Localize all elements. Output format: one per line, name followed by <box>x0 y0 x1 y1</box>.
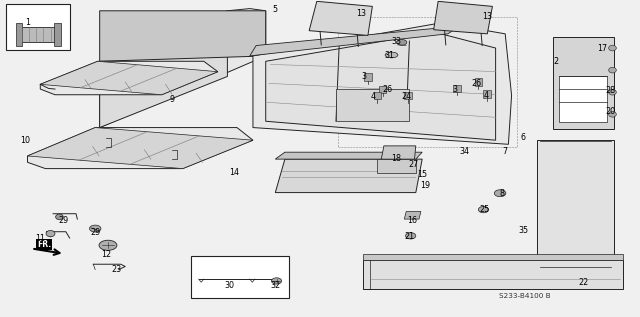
Text: 28: 28 <box>605 86 616 95</box>
Ellipse shape <box>609 112 616 117</box>
Polygon shape <box>474 78 482 86</box>
Polygon shape <box>100 11 266 61</box>
Polygon shape <box>54 23 61 46</box>
Polygon shape <box>20 27 57 42</box>
Text: 3: 3 <box>361 72 366 81</box>
Polygon shape <box>559 76 607 122</box>
Polygon shape <box>364 254 623 260</box>
Text: S233-B4100 B: S233-B4100 B <box>499 293 550 299</box>
Text: 6: 6 <box>520 133 525 141</box>
Text: 26: 26 <box>383 85 393 94</box>
Polygon shape <box>275 159 422 193</box>
Polygon shape <box>364 73 372 81</box>
Ellipse shape <box>609 45 616 51</box>
Polygon shape <box>28 127 253 169</box>
Text: 7: 7 <box>502 147 508 156</box>
Polygon shape <box>250 26 461 56</box>
Text: 3: 3 <box>453 85 458 94</box>
Ellipse shape <box>406 233 416 239</box>
Ellipse shape <box>46 230 55 237</box>
Text: 27: 27 <box>409 160 419 169</box>
Polygon shape <box>404 92 412 100</box>
Ellipse shape <box>56 214 63 220</box>
Polygon shape <box>40 61 218 95</box>
Polygon shape <box>309 1 372 36</box>
Text: 4: 4 <box>371 93 376 101</box>
Ellipse shape <box>397 40 407 45</box>
Text: 19: 19 <box>420 181 431 190</box>
Text: 1: 1 <box>25 18 30 27</box>
Polygon shape <box>28 127 253 169</box>
Polygon shape <box>266 32 495 140</box>
Text: 29: 29 <box>90 228 100 237</box>
Ellipse shape <box>99 240 117 250</box>
Text: 31: 31 <box>384 51 394 61</box>
Text: 17: 17 <box>597 44 607 53</box>
Polygon shape <box>404 211 421 219</box>
Text: 13: 13 <box>483 12 492 21</box>
Polygon shape <box>553 37 614 128</box>
Polygon shape <box>100 9 266 127</box>
Polygon shape <box>374 92 381 100</box>
Text: 20: 20 <box>605 107 616 116</box>
Text: 34: 34 <box>460 147 469 156</box>
Polygon shape <box>483 90 491 98</box>
Text: 13: 13 <box>356 9 367 18</box>
Ellipse shape <box>90 225 101 232</box>
Ellipse shape <box>609 67 616 73</box>
Polygon shape <box>381 146 416 159</box>
Text: 8: 8 <box>499 189 504 198</box>
Text: 24: 24 <box>401 93 412 101</box>
Text: 33: 33 <box>392 37 402 46</box>
Polygon shape <box>537 139 614 269</box>
Ellipse shape <box>478 206 488 213</box>
Text: 25: 25 <box>479 205 490 214</box>
Polygon shape <box>191 256 289 298</box>
Polygon shape <box>100 11 227 127</box>
Polygon shape <box>253 23 511 144</box>
Polygon shape <box>379 86 387 93</box>
Ellipse shape <box>494 190 506 197</box>
Text: 30: 30 <box>224 281 234 290</box>
Text: 23: 23 <box>112 265 122 274</box>
Text: 11: 11 <box>35 234 45 243</box>
Text: 32: 32 <box>270 281 280 290</box>
Ellipse shape <box>609 89 616 95</box>
Text: 16: 16 <box>408 217 417 225</box>
Polygon shape <box>454 85 461 92</box>
Text: 14: 14 <box>228 168 239 177</box>
Text: 4: 4 <box>484 91 488 100</box>
Text: 15: 15 <box>417 171 428 179</box>
Text: 26: 26 <box>472 79 481 88</box>
Text: 21: 21 <box>404 232 415 241</box>
Text: 2: 2 <box>554 57 559 66</box>
Polygon shape <box>40 61 218 95</box>
Text: 35: 35 <box>518 226 528 235</box>
Polygon shape <box>16 23 22 46</box>
Text: 22: 22 <box>578 278 588 287</box>
Text: 18: 18 <box>392 154 402 163</box>
Polygon shape <box>378 159 416 173</box>
Polygon shape <box>434 1 492 34</box>
Text: 12: 12 <box>102 250 112 259</box>
Ellipse shape <box>271 278 282 284</box>
Text: 9: 9 <box>169 95 175 104</box>
Polygon shape <box>336 89 410 121</box>
Text: 10: 10 <box>20 136 30 145</box>
Text: FR.: FR. <box>37 240 51 249</box>
Polygon shape <box>275 152 422 159</box>
Ellipse shape <box>385 52 398 58</box>
Text: 29: 29 <box>58 217 68 225</box>
Polygon shape <box>6 4 70 50</box>
Polygon shape <box>364 260 623 289</box>
Text: 5: 5 <box>273 5 278 14</box>
